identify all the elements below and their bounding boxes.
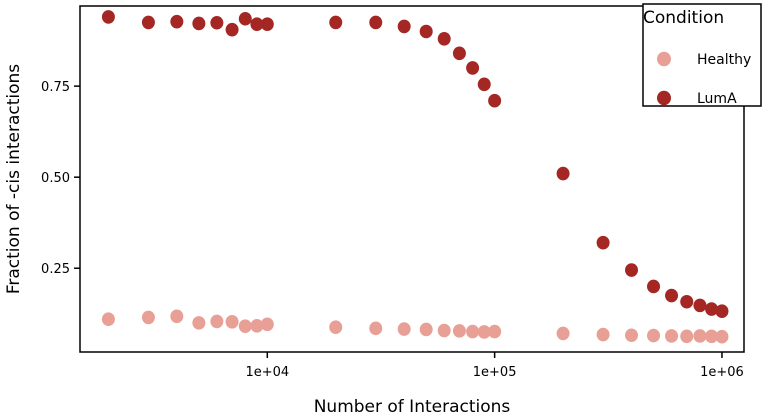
- data-point-healthy: [170, 309, 184, 324]
- data-point-luma: [680, 294, 694, 309]
- series-luma: [101, 10, 729, 319]
- data-point-luma: [238, 11, 252, 26]
- data-point-luma: [260, 17, 274, 32]
- y-axis-title: Fraction of -cis interactions: [4, 64, 24, 294]
- data-point-healthy: [238, 319, 252, 333]
- data-point-luma: [210, 15, 224, 30]
- data-point-luma: [419, 24, 433, 39]
- plot-frame: [79, 5, 745, 353]
- data-point-healthy: [705, 329, 719, 344]
- data-point-healthy: [477, 325, 491, 339]
- data-point-healthy: [225, 314, 239, 329]
- data-point-healthy: [647, 328, 661, 343]
- data-point-healthy: [260, 317, 274, 332]
- data-point-healthy: [437, 323, 451, 338]
- data-point-healthy: [101, 312, 115, 327]
- data-point-healthy: [625, 328, 639, 343]
- data-point-healthy: [693, 329, 707, 343]
- data-point-healthy: [210, 314, 224, 329]
- data-point-healthy: [466, 324, 480, 339]
- data-point-luma: [170, 14, 184, 29]
- series-healthy: [101, 309, 729, 344]
- data-point-healthy: [680, 329, 694, 344]
- data-point-luma: [556, 166, 570, 181]
- data-point-luma: [141, 15, 155, 30]
- data-point-healthy: [369, 321, 383, 336]
- legend-title: Condition: [643, 8, 724, 28]
- legend-label-luma: LumA: [697, 91, 737, 107]
- legend-marker-luma: [657, 90, 671, 106]
- data-point-healthy: [397, 322, 411, 336]
- data-point-luma: [466, 61, 480, 75]
- data-point-healthy: [452, 324, 466, 338]
- data-point-luma: [225, 22, 239, 37]
- data-point-luma: [452, 46, 466, 61]
- x-tick-label: 1e+05: [473, 365, 517, 380]
- data-point-luma: [647, 279, 661, 294]
- data-point-luma: [488, 93, 502, 108]
- plot-area: [101, 10, 729, 344]
- y-tick-label: 0.50: [41, 171, 70, 186]
- y-tick-label: 0.25: [41, 262, 70, 277]
- x-axis-title: Number of Interactions: [314, 397, 511, 417]
- data-point-luma: [369, 15, 383, 30]
- data-point-healthy: [419, 322, 433, 337]
- data-point-luma: [250, 17, 264, 32]
- data-point-healthy: [250, 318, 264, 333]
- x-tick-label: 1e+04: [245, 365, 289, 380]
- x-tick-label: 1e+06: [700, 365, 744, 380]
- data-point-healthy: [329, 320, 343, 335]
- data-point-luma: [705, 302, 719, 316]
- data-point-healthy: [596, 327, 610, 342]
- data-point-luma: [437, 31, 451, 46]
- data-point-luma: [715, 304, 729, 319]
- legend-marker-healthy: [657, 51, 671, 67]
- data-point-luma: [625, 263, 639, 277]
- data-point-luma: [665, 288, 679, 303]
- legend-label-healthy: Healthy: [697, 52, 751, 68]
- axes: 1e+04 1e+05 1e+06 0.25 0.50 0.75: [41, 80, 744, 380]
- data-point-healthy: [556, 326, 570, 341]
- data-point-luma: [693, 298, 707, 313]
- y-tick-label: 0.75: [41, 80, 70, 95]
- data-point-healthy: [665, 329, 679, 343]
- data-point-luma: [477, 77, 491, 92]
- data-point-healthy: [141, 310, 155, 325]
- data-point-healthy: [715, 329, 729, 344]
- data-point-luma: [101, 10, 115, 24]
- data-point-healthy: [192, 316, 206, 330]
- data-point-luma: [329, 15, 343, 30]
- data-point-luma: [596, 235, 610, 250]
- data-point-luma: [192, 16, 206, 31]
- data-point-luma: [397, 19, 411, 34]
- legend: Condition Healthy LumA: [642, 3, 762, 107]
- data-point-healthy: [488, 324, 502, 339]
